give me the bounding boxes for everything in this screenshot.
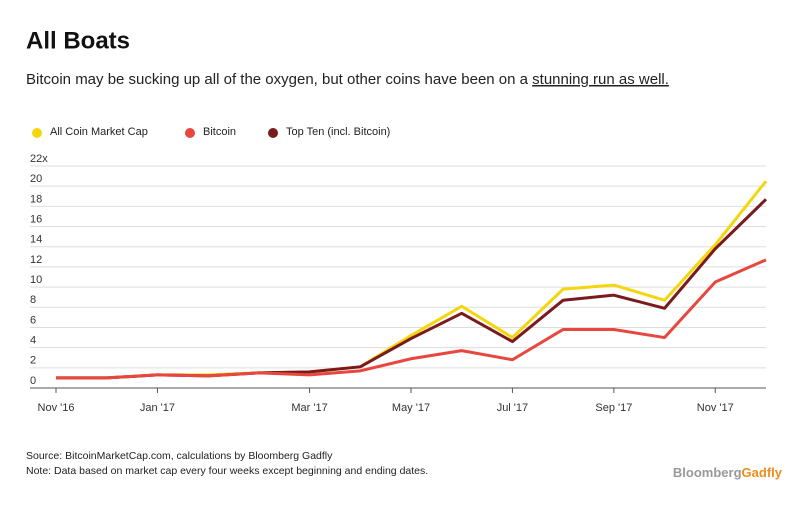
x-tick-label: Nov '17	[697, 402, 734, 414]
y-tick-label: 6	[30, 314, 36, 326]
y-tick-label: 4	[30, 335, 36, 347]
x-tick-label: Mar '17	[291, 402, 327, 414]
y-tick-label: 14	[30, 234, 42, 246]
legend-marker	[185, 128, 195, 138]
y-tick-label: 8	[30, 294, 36, 306]
source: Source: BitcoinMarketCap.com, calculatio…	[26, 450, 333, 462]
chart-title: All Boats	[26, 27, 130, 54]
y-tick-label: 12	[30, 254, 42, 266]
brand-a: Bloomberg	[673, 465, 742, 480]
y-tick-label: 10	[30, 274, 42, 286]
y-tick-label: 20	[30, 173, 42, 185]
brand: BloombergGadfly	[673, 465, 783, 480]
subtitle-link[interactable]: stunning run as well.	[532, 71, 669, 88]
x-tick-label: Sep '17	[595, 402, 632, 414]
y-tick-label: 22x	[30, 153, 48, 165]
subtitle-text: Bitcoin may be sucking up all of the oxy…	[26, 71, 532, 88]
x-tick-label: Jul '17	[497, 402, 528, 414]
x-tick-label: Jan '17	[140, 402, 175, 414]
series-line	[56, 180, 768, 380]
y-tick-label: 16	[30, 213, 42, 225]
legend-marker	[268, 128, 278, 138]
y-tick-label: 0	[30, 375, 36, 387]
brand-b: Gadfly	[742, 465, 783, 480]
legend-label: All Coin Market Cap	[50, 126, 148, 138]
x-tick-label: Nov '16	[38, 402, 75, 414]
subtitle: Bitcoin may be sucking up all of the oxy…	[26, 71, 669, 88]
legend-label: Bitcoin	[203, 126, 236, 138]
series-line	[56, 258, 767, 380]
note: Note: Data based on market cap every fou…	[26, 465, 428, 477]
legend-marker	[32, 128, 42, 138]
x-tick-label: May '17	[392, 402, 430, 414]
y-tick-label: 2	[30, 355, 36, 367]
legend-label: Top Ten (incl. Bitcoin)	[286, 126, 390, 138]
y-tick-label: 18	[30, 193, 42, 205]
